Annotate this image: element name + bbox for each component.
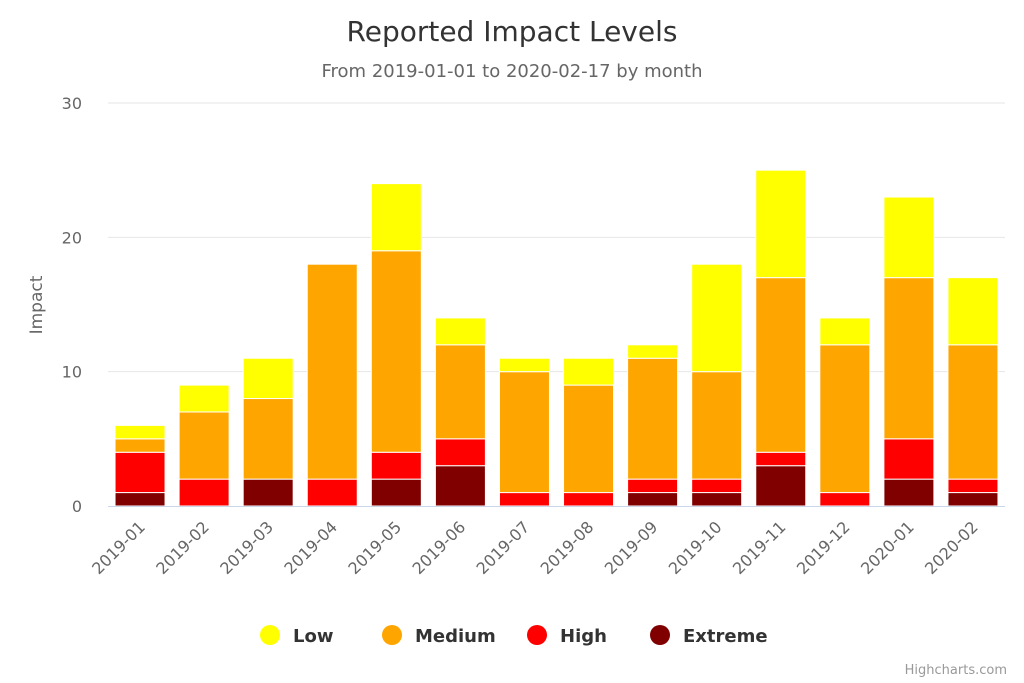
y-axis-ticks: 0 10 20 30 bbox=[62, 94, 82, 516]
bar-segment-low[interactable] bbox=[498, 357, 550, 373]
bar-segment-medium[interactable] bbox=[691, 371, 743, 480]
legend-label: Extreme bbox=[683, 626, 768, 647]
bar-segment-medium[interactable] bbox=[627, 357, 679, 480]
y-tick-label: 20 bbox=[62, 228, 82, 247]
bar-segment-high[interactable] bbox=[434, 438, 486, 467]
legend-label: Medium bbox=[415, 626, 496, 647]
bar-segment-medium[interactable] bbox=[819, 344, 871, 494]
legend-item-medium[interactable]: Medium bbox=[382, 625, 496, 647]
y-axis-title: Impact bbox=[27, 275, 47, 334]
y-tick-label: 10 bbox=[62, 363, 82, 382]
bar-segment-high[interactable] bbox=[498, 492, 550, 507]
bar-segment-medium[interactable] bbox=[114, 438, 166, 453]
bar-segment-high[interactable] bbox=[627, 478, 679, 494]
bar-segment-high[interactable] bbox=[819, 492, 871, 507]
bar-segment-medium[interactable] bbox=[242, 398, 294, 480]
bar-segment-high[interactable] bbox=[947, 478, 999, 494]
chart-title: Reported Impact Levels bbox=[347, 15, 678, 48]
credits-link[interactable]: Highcharts.com bbox=[905, 663, 1007, 678]
bar-segment-low[interactable] bbox=[563, 357, 615, 386]
bar-segment-extreme[interactable] bbox=[755, 465, 807, 507]
chart-subtitle: From 2019-01-01 to 2020-02-17 by month bbox=[322, 61, 703, 82]
legend: Low Medium High Extreme bbox=[260, 625, 768, 647]
legend-item-low[interactable]: Low bbox=[260, 625, 333, 647]
legend-marker bbox=[527, 625, 547, 645]
bar-segment-high[interactable] bbox=[691, 478, 743, 494]
bar-segment-extreme[interactable] bbox=[947, 492, 999, 507]
bar-segment-medium[interactable] bbox=[883, 277, 935, 440]
bar-segment-medium[interactable] bbox=[370, 250, 422, 453]
bar-segment-high[interactable] bbox=[370, 451, 422, 480]
bar-segment-extreme[interactable] bbox=[883, 478, 935, 507]
bar-segment-extreme[interactable] bbox=[370, 478, 422, 507]
bar-segment-medium[interactable] bbox=[947, 344, 999, 480]
bar-segment-low[interactable] bbox=[627, 344, 679, 359]
bar-segment-high[interactable] bbox=[306, 478, 358, 507]
legend-marker bbox=[260, 625, 280, 645]
bar-segment-extreme[interactable] bbox=[114, 492, 166, 507]
bar-segment-medium[interactable] bbox=[498, 371, 550, 494]
y-tick-label: 0 bbox=[72, 497, 82, 516]
bar-segment-low[interactable] bbox=[947, 277, 999, 346]
bar-segment-high[interactable] bbox=[563, 492, 615, 507]
bar-segment-low[interactable] bbox=[819, 317, 871, 346]
bar-segment-low[interactable] bbox=[114, 424, 166, 440]
bar-segment-extreme[interactable] bbox=[627, 492, 679, 507]
legend-marker bbox=[382, 625, 402, 645]
y-tick-label: 30 bbox=[62, 94, 82, 113]
bar-segment-medium[interactable] bbox=[755, 277, 807, 453]
bars bbox=[114, 169, 999, 507]
bar-segment-high[interactable] bbox=[883, 438, 935, 480]
legend-label: Low bbox=[293, 626, 333, 647]
bar-segment-low[interactable] bbox=[370, 183, 422, 252]
bar-segment-high[interactable] bbox=[178, 478, 230, 507]
legend-item-extreme[interactable]: Extreme bbox=[650, 625, 768, 647]
legend-item-high[interactable]: High bbox=[527, 625, 607, 647]
bar-segment-medium[interactable] bbox=[306, 263, 358, 480]
legend-label: High bbox=[560, 626, 607, 647]
bar-segment-medium[interactable] bbox=[563, 384, 615, 494]
bar-segment-low[interactable] bbox=[434, 317, 486, 346]
legend-marker bbox=[650, 625, 670, 645]
bar-segment-medium[interactable] bbox=[178, 411, 230, 480]
bar-segment-low[interactable] bbox=[691, 263, 743, 373]
bar-segment-extreme[interactable] bbox=[691, 492, 743, 507]
bar-segment-low[interactable] bbox=[178, 384, 230, 413]
bar-segment-low[interactable] bbox=[242, 357, 294, 400]
bar-segment-medium[interactable] bbox=[434, 344, 486, 440]
bar-segment-extreme[interactable] bbox=[434, 465, 486, 507]
bar-segment-high[interactable] bbox=[114, 451, 166, 494]
bar-segment-extreme[interactable] bbox=[242, 478, 294, 507]
bar-segment-low[interactable] bbox=[755, 169, 807, 279]
bar-segment-low[interactable] bbox=[883, 196, 935, 279]
bar-segment-high[interactable] bbox=[755, 451, 807, 467]
